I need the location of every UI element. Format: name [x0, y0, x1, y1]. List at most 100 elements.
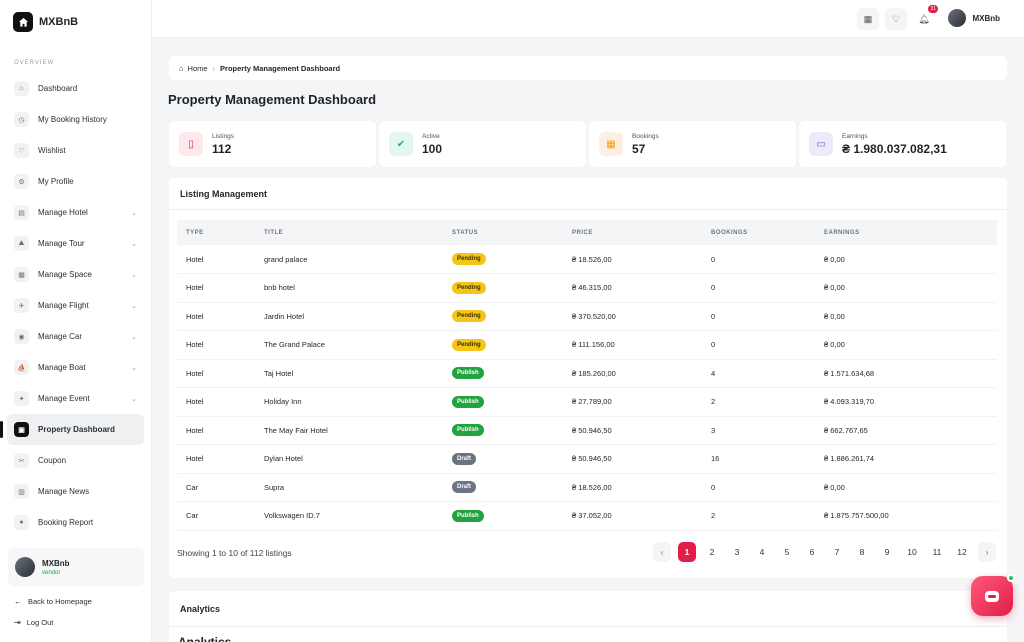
- online-status-dot: [1007, 574, 1015, 582]
- sidebar-item-label: Dashboard: [38, 84, 78, 93]
- page-button[interactable]: 9: [884, 547, 890, 557]
- page-button[interactable]: 8: [859, 547, 865, 557]
- news-icon: ▥: [14, 484, 29, 499]
- table-cell: Pending: [443, 330, 563, 360]
- page-button[interactable]: 2: [709, 547, 715, 557]
- sidebar-item-label: Manage Boat: [38, 363, 86, 372]
- next-page-button[interactable]: ›: [978, 542, 996, 562]
- home-logo-icon: [13, 12, 33, 32]
- table-row[interactable]: Hotel bnb hotel Pending ₴ 46.315,00 0 ₴ 0,00: [177, 273, 997, 303]
- sidebar-item-manage-space[interactable]: ▦ Manage Space ⌄: [0, 259, 151, 290]
- sidebar-item-manage-tour[interactable]: ⛰ Manage Tour ⌄: [0, 228, 151, 259]
- sidebar-item-label: Manage News: [38, 487, 90, 496]
- user-card[interactable]: MXBnb vendor: [8, 548, 144, 586]
- chat-assistant-button[interactable]: [971, 574, 1015, 616]
- dashboard-icon: ▣: [14, 422, 29, 437]
- table-row[interactable]: Car Volkswagen ID.7 Publish ₴ 37.052,00 2 ₴ 1…: [177, 501, 997, 531]
- table-cell: Pending: [443, 273, 563, 303]
- sidebar-item-coupon[interactable]: ✂ Coupon: [0, 445, 151, 476]
- pagination-info: Showing 1 to 10 of 112 listings: [177, 548, 292, 558]
- gear-icon: ⚙: [14, 174, 29, 189]
- stat-label: Active: [422, 132, 440, 140]
- table-cell: 0: [702, 245, 815, 274]
- logout-link[interactable]: ⇥ Log Out: [14, 618, 53, 627]
- table-row[interactable]: Hotel Taj Hotel Publish ₴ 185.260,00 4 ₴ 1.57…: [177, 359, 997, 388]
- sidebar-item-manage-car[interactable]: ◉ Manage Car ⌄: [0, 321, 151, 352]
- sidebar-item-my-booking-history[interactable]: ◷ My Booking History: [0, 104, 151, 135]
- sidebar-item-wishlist[interactable]: ♡ Wishlist: [0, 135, 151, 166]
- table-row[interactable]: Car Supra Draft ₴ 18.526,00 0 ₴ 0,00: [177, 473, 997, 502]
- bell-icon: 🔔︎: [918, 13, 930, 24]
- status-badge: Publish: [452, 367, 484, 380]
- breadcrumb-home[interactable]: Home: [187, 63, 208, 73]
- calendar-button[interactable]: ▦: [857, 8, 879, 30]
- table-cell: 0: [702, 330, 815, 360]
- sidebar-item-manage-boat[interactable]: ⛵ Manage Boat ⌄: [0, 352, 151, 383]
- table-cell: ₴ 0,00: [815, 245, 997, 274]
- table-row[interactable]: Hotel The May Fair Hotel Publish ₴ 50.946,5…: [177, 416, 997, 445]
- status-badge: Pending: [452, 281, 486, 294]
- sidebar-item-manage-flight[interactable]: ✈ Manage Flight ⌄: [0, 290, 151, 321]
- topbar-user-menu[interactable]: MXBnb: [948, 9, 1000, 27]
- sidebar-item-label: Wishlist: [38, 146, 66, 155]
- page-button[interactable]: 7: [834, 547, 840, 557]
- table-cell: ₴ 18.526,00: [563, 245, 702, 274]
- column-header: EARNINGS: [815, 220, 997, 245]
- page-button[interactable]: 1: [678, 542, 696, 562]
- table-cell: ₴ 50.946,50: [563, 444, 702, 474]
- status-badge: Pending: [452, 310, 486, 323]
- page-title: Property Management Dashboard: [168, 92, 377, 107]
- column-header: PRICE: [563, 220, 702, 245]
- table-row[interactable]: Hotel Jardin Hotel Pending ₴ 370.520,00 0 ₴ 0…: [177, 302, 997, 331]
- sidebar-item-manage-hotel[interactable]: ▤ Manage Hotel ⌄: [0, 197, 151, 228]
- active-indicator: [0, 421, 3, 438]
- wishlist-button[interactable]: ♡: [885, 8, 907, 30]
- prev-page-button[interactable]: ‹: [653, 542, 671, 562]
- table-cell: ₴ 662.767,65: [815, 416, 997, 445]
- page-button[interactable]: 4: [759, 547, 765, 557]
- sidebar-item-manage-event[interactable]: ✦ Manage Event ⌄: [0, 383, 151, 414]
- sidebar-item-dashboard[interactable]: ⌂ Dashboard: [0, 73, 151, 104]
- heart-icon: ♡: [14, 143, 29, 158]
- sidebar-item-my-profile[interactable]: ⚙ My Profile: [0, 166, 151, 197]
- page-button[interactable]: 11: [932, 547, 942, 557]
- table-row[interactable]: Hotel Holiday Inn Publish ₴ 27.789,00 2 ₴ 4.0…: [177, 387, 997, 417]
- heart-icon: ♡: [891, 13, 901, 24]
- table-cell: 16: [702, 444, 815, 474]
- table-cell: 3: [702, 416, 815, 445]
- chevron-down-icon: ⌄: [131, 240, 137, 248]
- chevron-down-icon: ⌄: [131, 209, 137, 217]
- nav-list: ⌂ Dashboard ◷ My Booking History ♡ Wishlist ⚙ M…: [0, 73, 151, 538]
- notification-badge: 31: [928, 5, 938, 13]
- brand[interactable]: MXBnB: [0, 0, 151, 44]
- sidebar-item-property-dashboard[interactable]: ▣ Property Dashboard: [0, 414, 144, 445]
- table-cell: Hotel: [177, 387, 255, 417]
- sidebar-item-manage-news[interactable]: ▥ Manage News: [0, 476, 151, 507]
- sidebar-item-label: My Booking History: [38, 115, 107, 124]
- page-button[interactable]: 10: [907, 547, 917, 557]
- table-cell: ₴ 111.156,00: [563, 330, 702, 360]
- table-cell: Hotel: [177, 302, 255, 331]
- chevron-down-icon: ⌄: [131, 271, 137, 279]
- back-to-homepage-link[interactable]: ← Back to Homepage: [14, 597, 92, 606]
- page-button[interactable]: 3: [734, 547, 740, 557]
- stat-label: Bookings: [632, 132, 659, 140]
- notifications-button[interactable]: 🔔︎ 31: [913, 5, 938, 30]
- page-button[interactable]: 12: [957, 547, 967, 557]
- table-row[interactable]: Hotel grand palace Pending ₴ 18.526,00 0 ₴ 0,…: [177, 245, 997, 274]
- table-row[interactable]: Hotel Dylan Hotel Draft ₴ 50.946,50 16 ₴ 1.88…: [177, 444, 997, 474]
- table-cell: Holiday Inn: [255, 387, 443, 417]
- coupon-icon: ✂: [14, 453, 29, 468]
- page-button[interactable]: 5: [784, 547, 790, 557]
- column-header: TYPE: [177, 220, 255, 245]
- report-icon: ●: [14, 515, 29, 530]
- table-row[interactable]: Hotel The Grand Palace Pending ₴ 111.156,00…: [177, 330, 997, 360]
- arrow-left-icon: ←: [14, 597, 22, 606]
- analytics-subtitle: Analytics: [178, 635, 232, 642]
- page-button[interactable]: 6: [809, 547, 815, 557]
- table-cell: ₴ 46.315,00: [563, 273, 702, 303]
- breadcrumb-separator: ›: [212, 63, 216, 73]
- sidebar-item-booking-report[interactable]: ● Booking Report: [0, 507, 151, 538]
- table-cell: Hotel: [177, 330, 255, 360]
- calendar-icon: ▦: [599, 132, 623, 156]
